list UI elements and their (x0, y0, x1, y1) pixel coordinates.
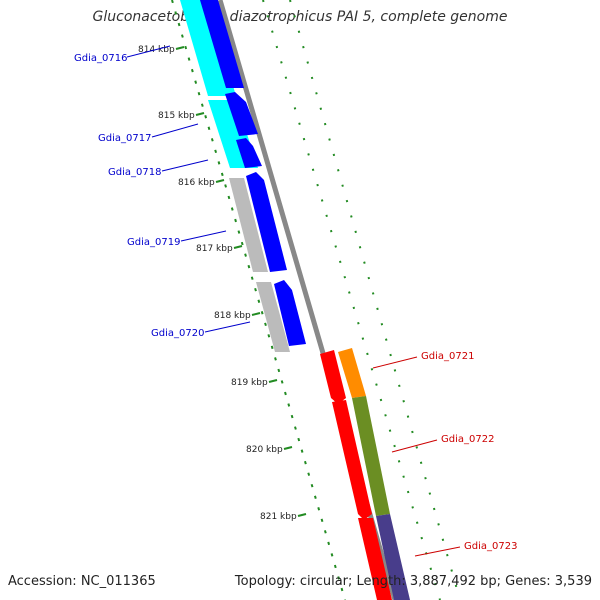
gene-label-gdia_0719[interactable]: Gdia_0719 (127, 237, 180, 248)
gene-leader-line (126, 45, 171, 58)
accession-text: Accession: NC_011365 (8, 574, 156, 589)
gene-block-0717[interactable] (225, 92, 258, 136)
gene-label-gdia_0723[interactable]: Gdia_0723 (464, 541, 517, 552)
position-guides (171, 0, 461, 600)
tick-mark (297, 513, 307, 517)
gene-label-gdia_0718[interactable]: Gdia_0718 (108, 167, 161, 178)
gene-leader-line (204, 321, 251, 333)
tick-mark (233, 245, 243, 249)
feature-grey-0720[interactable] (256, 282, 290, 352)
gene-leader-line (180, 230, 227, 242)
topology-text: Topology: circular; Length: 3,887,492 bp… (234, 574, 592, 589)
feature-grey-0719[interactable] (229, 178, 268, 272)
tick-mark (175, 46, 185, 50)
gene-label-gdia_0716[interactable]: Gdia_0716 (74, 53, 127, 64)
gene-label-gdia_0717[interactable]: Gdia_0717 (98, 133, 151, 144)
gene-leader-line (391, 439, 438, 453)
gene-block-0718[interactable] (236, 138, 262, 168)
tick-label: 814 kbp (138, 45, 175, 55)
tick-mark (195, 112, 205, 116)
tick-mark (215, 179, 225, 183)
gene-block-0722[interactable] (332, 400, 372, 520)
gene-block-0719[interactable] (246, 172, 287, 272)
tick-mark (268, 379, 278, 383)
gene-label-gdia_0720[interactable]: Gdia_0720 (151, 328, 204, 339)
tick-label: 817 kbp (196, 244, 233, 254)
guide-line (171, 0, 346, 600)
gene-label-gdia_0722[interactable]: Gdia_0722 (441, 434, 494, 445)
feature-orange-0721[interactable] (338, 348, 366, 398)
feature-olive-0722[interactable] (352, 396, 390, 516)
gene-leader-line (372, 356, 418, 369)
gene-leader-line (151, 123, 199, 138)
feature-track (180, 0, 410, 600)
tick-label: 816 kbp (178, 178, 215, 188)
tick-labels: 814 kbp 815 kbp 816 kbp 817 kbp 818 kbp 819 k… (138, 45, 307, 522)
feature-slate-0723[interactable] (376, 514, 410, 600)
tick-label: 815 kbp (158, 111, 195, 121)
gene-leader-line (414, 546, 461, 557)
tick-label: 820 kbp (246, 445, 283, 455)
gene-leader-line (161, 159, 209, 172)
tick-label: 818 kbp (214, 311, 251, 321)
tick-label: 819 kbp (231, 378, 268, 388)
tick-mark (251, 312, 261, 316)
tick-mark (283, 446, 293, 450)
gene-block-0716[interactable] (200, 0, 244, 88)
gene-label-gdia_0721[interactable]: Gdia_0721 (421, 351, 474, 362)
tick-label: 821 kbp (260, 512, 297, 522)
gene-labels: Gdia_0716 Gdia_0717 Gdia_0718 Gdia_0719 Gdia… (74, 45, 517, 557)
gene-block-0720[interactable] (274, 280, 306, 346)
gene-block-0723[interactable] (358, 518, 392, 600)
gene-block-0721[interactable] (320, 350, 346, 404)
